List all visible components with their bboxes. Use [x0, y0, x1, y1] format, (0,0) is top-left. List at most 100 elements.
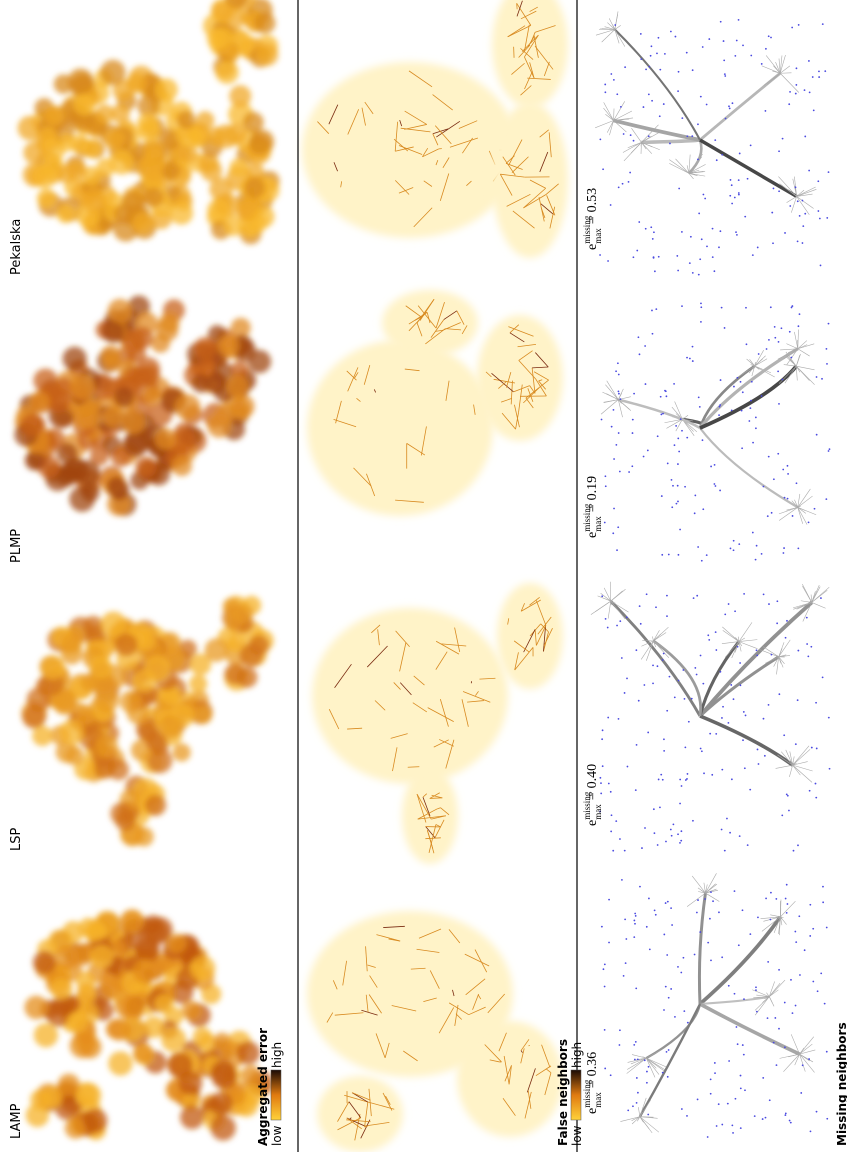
point — [701, 439, 704, 442]
point — [783, 1001, 786, 1004]
point — [613, 458, 615, 460]
point — [635, 1101, 638, 1104]
point — [671, 924, 673, 926]
fan — [604, 26, 615, 30]
fan — [796, 602, 812, 610]
point — [679, 841, 681, 844]
edge — [529, 385, 536, 394]
point — [723, 73, 726, 76]
fan — [639, 1116, 660, 1133]
edge — [458, 120, 478, 129]
blob — [107, 476, 127, 496]
blob — [224, 611, 244, 631]
point — [757, 763, 760, 765]
point — [651, 238, 654, 240]
fan — [627, 1057, 647, 1063]
blob — [161, 161, 180, 181]
edge — [503, 1055, 510, 1085]
point — [719, 404, 722, 406]
point — [650, 45, 653, 48]
blob — [100, 59, 126, 86]
point — [746, 844, 749, 847]
point — [661, 778, 664, 781]
point — [631, 418, 634, 421]
edge — [520, 1048, 525, 1064]
fan — [738, 636, 740, 642]
false-neighbors-map — [302, 0, 568, 258]
point — [686, 135, 689, 138]
error-label-part: 0.40 — [585, 764, 600, 789]
fan — [641, 135, 652, 143]
point — [680, 1108, 683, 1110]
fan — [664, 419, 683, 424]
point — [614, 24, 617, 26]
point — [735, 39, 738, 42]
point — [604, 1067, 607, 1070]
blob — [189, 955, 216, 982]
point — [772, 1041, 775, 1044]
error-label-part: max — [593, 516, 603, 532]
edge — [404, 124, 427, 130]
blob — [195, 111, 215, 130]
edge — [328, 709, 340, 730]
point — [710, 891, 712, 894]
point — [634, 789, 637, 791]
point — [632, 1105, 634, 1108]
edge — [472, 993, 480, 1010]
point — [721, 717, 723, 719]
point — [619, 838, 621, 840]
point — [682, 669, 685, 671]
fan — [784, 366, 797, 384]
point — [717, 1103, 720, 1106]
point — [616, 549, 618, 552]
error-label: emissingmax = 0.53 — [582, 188, 603, 250]
fan — [766, 73, 781, 85]
point — [624, 918, 627, 921]
point — [697, 396, 700, 399]
point — [663, 1009, 665, 1011]
edge — [347, 367, 359, 392]
point — [623, 849, 626, 852]
edge — [417, 305, 437, 329]
legend-title: False neighbors — [556, 1039, 570, 1146]
blob — [135, 456, 157, 478]
fan — [705, 892, 720, 902]
edge — [477, 994, 482, 1000]
point — [815, 376, 818, 378]
point — [810, 746, 813, 749]
fan — [691, 875, 706, 894]
point — [604, 618, 607, 620]
point — [767, 35, 770, 38]
fan — [646, 1057, 666, 1071]
fan — [603, 399, 619, 403]
edge — [514, 647, 534, 671]
bundle — [698, 364, 756, 429]
point — [698, 212, 701, 215]
edge — [399, 682, 412, 696]
point — [827, 450, 830, 452]
fan — [780, 900, 796, 918]
edge — [502, 156, 516, 176]
point — [710, 465, 713, 468]
edge — [456, 310, 465, 325]
point — [681, 117, 684, 119]
point — [666, 709, 669, 712]
point — [696, 1098, 699, 1101]
point — [755, 544, 758, 547]
fan — [614, 11, 619, 30]
fan — [653, 632, 667, 642]
edge — [371, 624, 381, 634]
edge — [549, 206, 556, 229]
missing-neighbors-map — [600, 873, 829, 1138]
edge — [520, 603, 525, 612]
blob — [113, 387, 134, 408]
fan — [646, 1058, 656, 1078]
fan — [639, 1116, 650, 1129]
edge — [508, 139, 523, 166]
blob — [73, 74, 93, 94]
blob — [193, 336, 217, 360]
point — [739, 1087, 742, 1090]
missing-neighbors-map — [600, 302, 831, 562]
fan — [613, 120, 627, 133]
edge — [428, 824, 437, 853]
